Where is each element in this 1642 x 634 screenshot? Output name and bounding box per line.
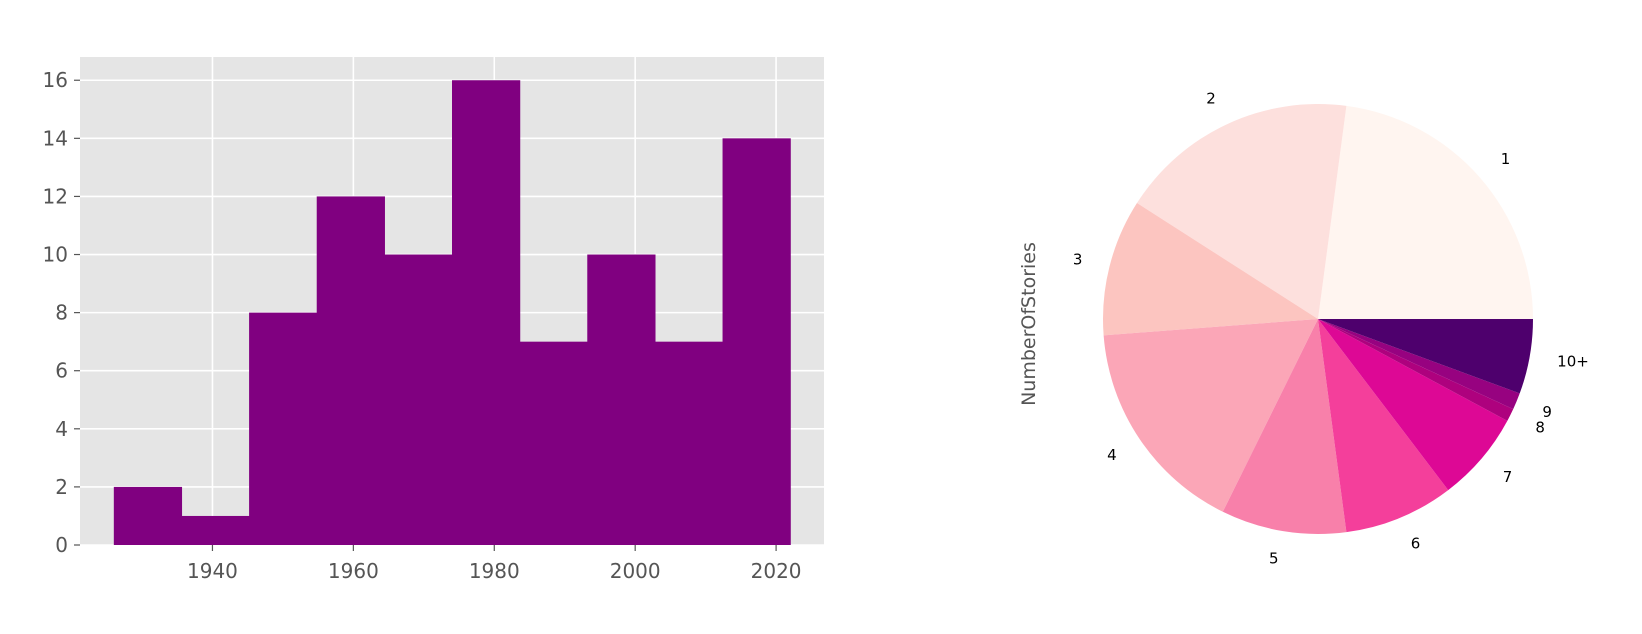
x-tick-label: 1980 <box>469 559 520 583</box>
pie-label: 7 <box>1503 468 1513 486</box>
pie-slice-5 <box>1222 319 1347 534</box>
y-tick-label: 12 <box>43 184 68 208</box>
histogram-chart: 1940 1960 1980 2000 2020 0 2 4 6 8 10 12 14 16 <box>43 57 824 583</box>
pie-slices <box>1103 104 1533 534</box>
x-tick-label: 2020 <box>751 559 802 583</box>
pie-label: 3 <box>1073 251 1083 269</box>
pie-label: 6 <box>1411 535 1421 553</box>
pie-label: 10+ <box>1557 353 1589 371</box>
y-tick-label: 4 <box>55 417 68 441</box>
histogram-bar <box>587 254 656 545</box>
histogram-bar <box>722 138 791 546</box>
pie-slice-8 <box>1318 319 1514 421</box>
histogram-bar <box>249 312 318 545</box>
histogram-bars <box>113 80 791 546</box>
histogram-bar <box>519 341 588 545</box>
pie-slice-7 <box>1318 319 1508 491</box>
pie-slice-3 <box>1103 203 1318 336</box>
pie-slice-9 <box>1318 319 1520 410</box>
pie-label: 4 <box>1107 446 1117 464</box>
histogram-bar <box>452 80 521 545</box>
pie-label: 8 <box>1535 419 1545 437</box>
histogram-bar <box>181 515 250 545</box>
x-tick-label: 2000 <box>610 559 661 583</box>
y-tick-label: 2 <box>55 475 68 499</box>
pie-label: 2 <box>1206 90 1216 108</box>
histogram-bar <box>654 341 724 545</box>
pie-labels: 1 2 3 4 5 6 7 89 10+ <box>1073 90 1589 568</box>
y-tick-label: 0 <box>55 533 68 557</box>
y-tick-label: 14 <box>43 126 68 150</box>
pie-label: 1 <box>1501 150 1511 168</box>
histogram-bar <box>316 196 385 545</box>
histogram-bar <box>113 486 183 545</box>
histogram-y-ticks: 0 2 4 6 8 10 12 14 16 <box>43 68 80 557</box>
x-tick-label: 1960 <box>328 559 379 583</box>
histogram-bar <box>384 254 453 545</box>
y-tick-label: 6 <box>55 359 68 383</box>
y-tick-label: 8 <box>55 301 68 325</box>
x-tick-label: 1940 <box>187 559 238 583</box>
pie-slice-10plus <box>1318 319 1533 394</box>
y-tick-label: 16 <box>43 68 68 92</box>
pie-label: 9 <box>1542 403 1552 421</box>
pie-y-axis-label: NumberOfStories <box>1018 242 1040 406</box>
pie-slice-2 <box>1136 104 1347 319</box>
pie-label: 5 <box>1269 550 1279 568</box>
pie-chart: 1 2 3 4 5 6 7 89 10+ NumberOfStories <box>1018 90 1589 568</box>
pie-slice-1 <box>1318 105 1533 320</box>
pie-slice-4 <box>1103 319 1318 512</box>
y-tick-label: 10 <box>43 243 68 267</box>
pie-slice-6 <box>1318 319 1449 533</box>
histogram-x-ticks: 1940 1960 1980 2000 2020 <box>187 545 802 583</box>
